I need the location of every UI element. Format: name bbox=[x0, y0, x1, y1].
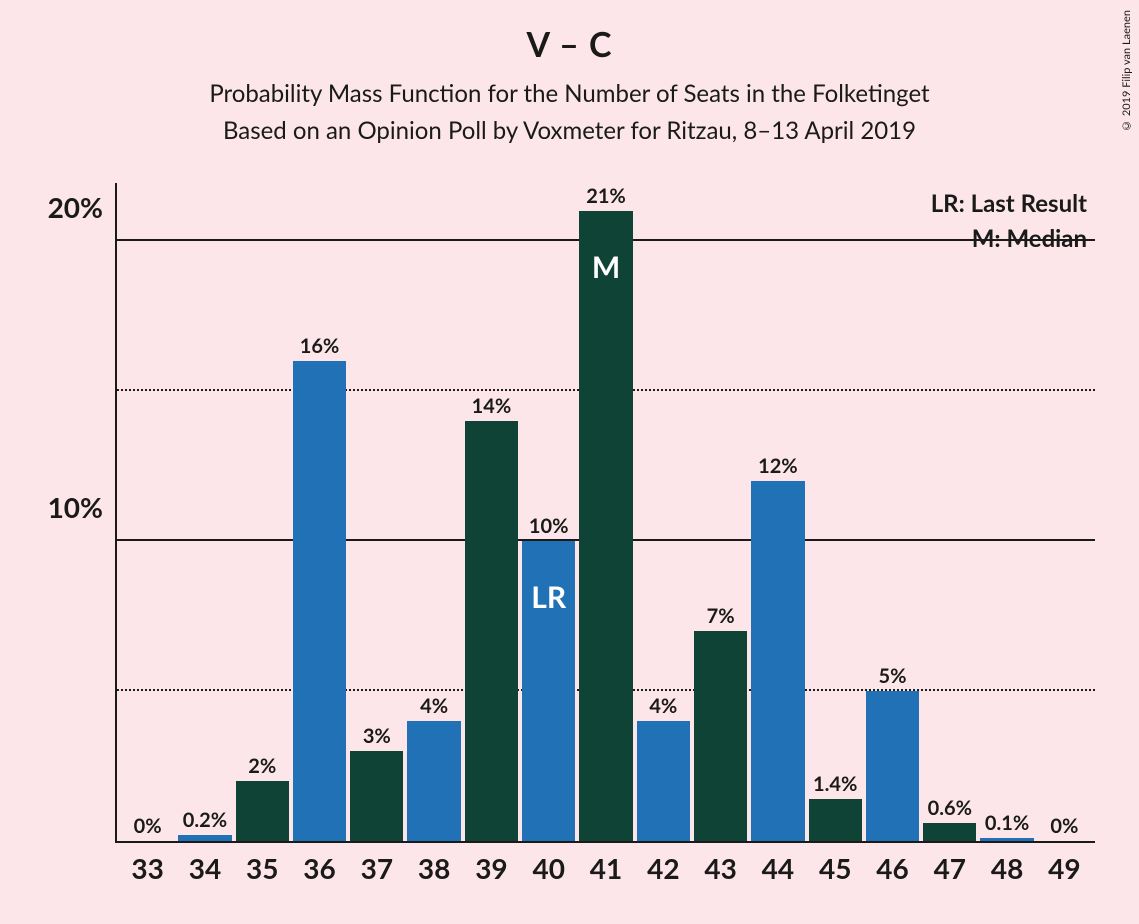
x-tick-label: 33 bbox=[121, 851, 174, 885]
bar: 5% bbox=[866, 691, 919, 841]
bar-value-label: 2% bbox=[248, 754, 276, 778]
bar-value-label: 0% bbox=[134, 814, 162, 838]
bar-wrap: 2% bbox=[236, 183, 289, 841]
x-tick-label: 48 bbox=[980, 851, 1033, 885]
x-tick-label: 47 bbox=[923, 851, 976, 885]
bar-wrap: 12% bbox=[751, 183, 804, 841]
bar-wrap: 4% bbox=[407, 183, 460, 841]
bar: 12% bbox=[751, 481, 804, 841]
bar-value-label: 7% bbox=[707, 604, 735, 628]
bar: 4% bbox=[637, 721, 690, 841]
plot-area: LR: Last Result M: Median 10%20% 0%0.2%2… bbox=[115, 183, 1095, 843]
bar-wrap: 3% bbox=[350, 183, 403, 841]
bar: 10%LR bbox=[522, 541, 575, 841]
x-tick-label: 34 bbox=[178, 851, 231, 885]
bar: 0.2% bbox=[178, 835, 231, 841]
bar-wrap: 0% bbox=[121, 183, 174, 841]
bar-wrap: 0.6% bbox=[923, 183, 976, 841]
x-tick-label: 43 bbox=[694, 851, 747, 885]
bar-wrap: 16% bbox=[293, 183, 346, 841]
bar: 2% bbox=[236, 781, 289, 841]
bar-value-label: 21% bbox=[586, 184, 626, 208]
bar-value-label: 14% bbox=[472, 394, 512, 418]
bar-wrap: 21% M bbox=[579, 183, 632, 841]
bar-wrap: 0.1% bbox=[980, 183, 1033, 841]
bar-wrap: 14% bbox=[465, 183, 518, 841]
x-axis-labels: 3334353637383940414243444546474849 bbox=[117, 851, 1095, 885]
bar-wrap: 0.2% bbox=[178, 183, 231, 841]
bar-wrap: 0% bbox=[1038, 183, 1091, 841]
x-tick-label: 44 bbox=[751, 851, 804, 885]
bar: 7% bbox=[694, 631, 747, 841]
bar-value-label: 3% bbox=[363, 724, 391, 748]
bar: 3% bbox=[350, 751, 403, 841]
x-tick-label: 40 bbox=[522, 851, 575, 885]
y-tick-label: 10% bbox=[48, 490, 103, 524]
bar-value-label: 4% bbox=[649, 694, 677, 718]
x-tick-label: 39 bbox=[465, 851, 518, 885]
bar-value-label: 0% bbox=[1050, 814, 1078, 838]
bar: 1.4% bbox=[809, 799, 862, 841]
bar-wrap: 4% bbox=[637, 183, 690, 841]
chart-container: V – C Probability Mass Function for the … bbox=[0, 0, 1139, 924]
bar-wrap: 1.4% bbox=[809, 183, 862, 841]
x-tick-label: 36 bbox=[293, 851, 346, 885]
bar-inner-label: M bbox=[592, 249, 620, 285]
bar: 0.6% bbox=[923, 823, 976, 841]
bar-wrap: 7% bbox=[694, 183, 747, 841]
bar-value-label: 0.2% bbox=[183, 808, 227, 832]
chart-subtitle-2: Based on an Opinion Poll by Voxmeter for… bbox=[0, 116, 1139, 145]
bar-inner-label: LR bbox=[531, 579, 566, 615]
bar: 16% bbox=[293, 361, 346, 841]
chart-subtitle-1: Probability Mass Function for the Number… bbox=[0, 79, 1139, 108]
bar: 14% bbox=[465, 421, 518, 841]
x-tick-label: 49 bbox=[1038, 851, 1091, 885]
bar-value-label: 0.6% bbox=[928, 796, 972, 820]
bar-value-label: 16% bbox=[300, 334, 340, 358]
bar: 21%M bbox=[579, 211, 632, 841]
bar-value-label: 5% bbox=[879, 664, 907, 688]
x-tick-label: 35 bbox=[236, 851, 289, 885]
bar-value-label: 1.4% bbox=[813, 772, 857, 796]
x-tick-label: 38 bbox=[407, 851, 460, 885]
bar-value-label: 4% bbox=[420, 694, 448, 718]
bar: 0.1% bbox=[980, 838, 1033, 841]
chart-title: V – C bbox=[0, 24, 1139, 65]
bar-value-label: 12% bbox=[758, 454, 798, 478]
bar-value-label: 0.1% bbox=[985, 811, 1029, 835]
x-tick-label: 46 bbox=[866, 851, 919, 885]
copyright-text: © 2019 Filip van Laenen bbox=[1120, 10, 1133, 132]
bars-group: 0%0.2%2%16%3%4%14%10%LR21%M4%7%12%1.4%5%… bbox=[117, 183, 1095, 841]
bar-wrap: 10% LR bbox=[522, 183, 575, 841]
x-tick-label: 42 bbox=[637, 851, 690, 885]
bar-value-label: 10% bbox=[529, 514, 569, 538]
bar: 4% bbox=[407, 721, 460, 841]
y-tick-label: 20% bbox=[48, 190, 103, 224]
x-tick-label: 41 bbox=[579, 851, 632, 885]
x-tick-label: 37 bbox=[350, 851, 403, 885]
x-tick-label: 45 bbox=[809, 851, 862, 885]
bar-wrap: 5% bbox=[866, 183, 919, 841]
